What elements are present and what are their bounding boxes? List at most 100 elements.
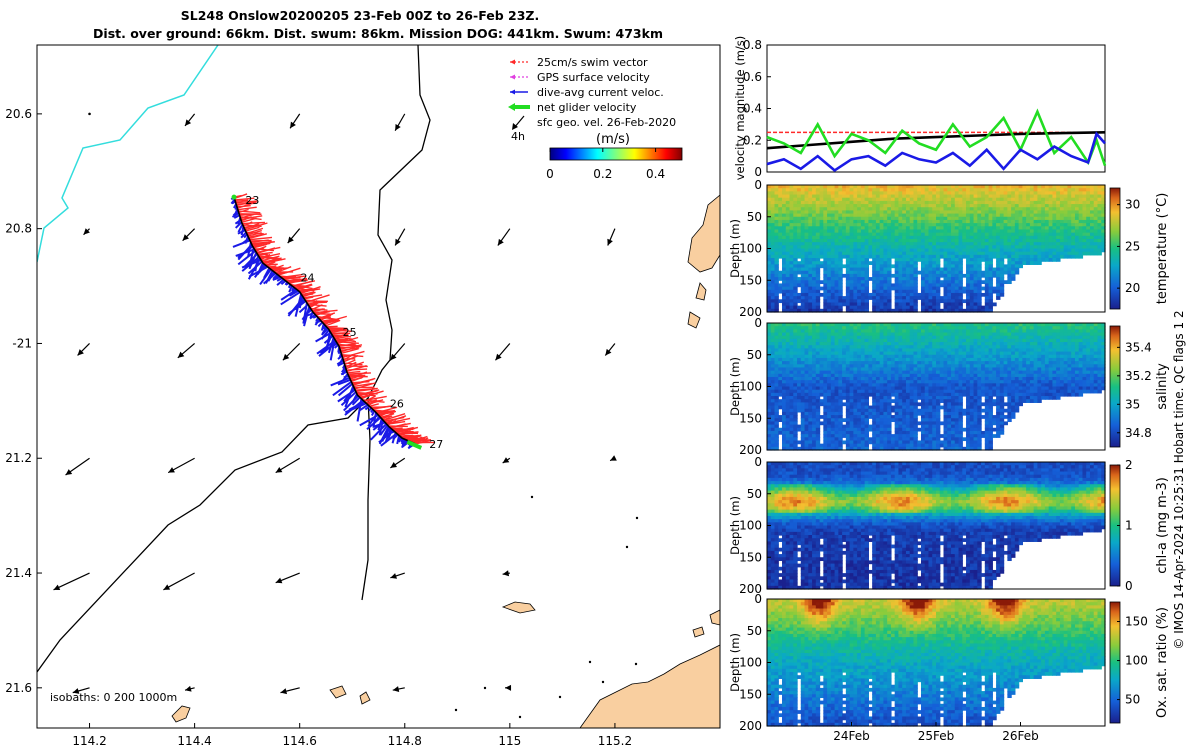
section-cell bbox=[887, 292, 892, 297]
section-cell bbox=[988, 235, 993, 240]
section-cell bbox=[827, 261, 832, 265]
section-cell bbox=[789, 248, 794, 253]
section-cell bbox=[932, 258, 937, 262]
section-cell bbox=[958, 267, 963, 272]
section-cell bbox=[872, 229, 877, 234]
section-cell bbox=[1014, 254, 1020, 259]
section-cell bbox=[951, 302, 956, 307]
section-cell bbox=[913, 207, 918, 211]
section-cell bbox=[947, 213, 952, 218]
section-cell bbox=[834, 213, 839, 218]
section-cell bbox=[1022, 254, 1027, 259]
section-cell bbox=[834, 326, 839, 330]
section-cell bbox=[770, 373, 776, 378]
section-cell bbox=[928, 296, 933, 300]
section-cell bbox=[973, 235, 978, 240]
section-cell bbox=[827, 210, 832, 215]
dive-avg-vector bbox=[247, 260, 263, 275]
section-cell bbox=[770, 188, 776, 192]
section-cell bbox=[973, 251, 978, 256]
section-cell bbox=[823, 292, 828, 297]
section-cell bbox=[812, 418, 817, 423]
section-cell bbox=[883, 216, 888, 221]
section-cell bbox=[782, 446, 787, 451]
swim-vector bbox=[237, 201, 257, 209]
section-cell bbox=[898, 248, 903, 253]
section-cell bbox=[947, 242, 952, 246]
section-cell bbox=[977, 258, 982, 262]
section-cell bbox=[853, 270, 858, 275]
section-cell bbox=[920, 248, 926, 253]
section-cell bbox=[1056, 197, 1061, 202]
section-cell bbox=[932, 226, 937, 231]
section-cell bbox=[808, 408, 813, 413]
swim-vector bbox=[240, 213, 255, 219]
section-cell bbox=[936, 302, 941, 307]
section-cell bbox=[860, 191, 866, 196]
section-cell bbox=[819, 386, 824, 391]
section-cell bbox=[812, 329, 817, 334]
section-cell bbox=[770, 286, 776, 291]
section-cell bbox=[951, 254, 956, 259]
section-cell bbox=[778, 226, 783, 231]
section-cell bbox=[1101, 194, 1106, 199]
section-cell bbox=[767, 332, 772, 337]
section-cell bbox=[819, 348, 824, 353]
section-cell bbox=[984, 264, 990, 269]
section-cell bbox=[830, 242, 836, 246]
section-cell bbox=[928, 200, 933, 205]
section-cell bbox=[924, 226, 930, 231]
section-cell bbox=[827, 235, 832, 240]
section-cell bbox=[977, 296, 982, 300]
section-cell bbox=[954, 210, 960, 215]
section-cell bbox=[872, 292, 877, 297]
section-cell bbox=[793, 440, 798, 445]
section-cell bbox=[917, 213, 922, 218]
section-cell bbox=[827, 308, 832, 313]
section-cell bbox=[883, 342, 888, 346]
section-cell bbox=[966, 254, 971, 259]
geo-velocity-arrow bbox=[53, 572, 90, 591]
section-cell bbox=[999, 188, 1005, 192]
section-cell bbox=[883, 289, 888, 294]
section-cell bbox=[928, 229, 933, 234]
section-cell bbox=[879, 332, 885, 337]
section-cell bbox=[917, 210, 922, 215]
section-cell bbox=[778, 242, 783, 246]
section-cell bbox=[785, 402, 791, 407]
section-cell bbox=[782, 370, 787, 375]
section-cell bbox=[827, 245, 832, 250]
section-cell bbox=[842, 389, 847, 394]
section-cell bbox=[984, 197, 990, 202]
section-cell bbox=[868, 251, 873, 256]
section-cell bbox=[868, 213, 873, 218]
section-cell bbox=[928, 258, 933, 262]
section-cell bbox=[984, 194, 990, 199]
section-cell bbox=[879, 283, 885, 288]
section-cell bbox=[864, 264, 869, 269]
section-cell bbox=[887, 332, 892, 337]
section-cell bbox=[800, 213, 806, 218]
section-cell bbox=[853, 380, 858, 384]
section-cell bbox=[1022, 204, 1027, 208]
section-cell bbox=[838, 443, 843, 448]
section-cell bbox=[845, 446, 851, 451]
section-cell bbox=[804, 238, 809, 243]
section-cell bbox=[875, 194, 881, 199]
section-cell bbox=[789, 305, 794, 310]
section-cell bbox=[823, 342, 828, 346]
section-cell bbox=[947, 245, 952, 250]
section-cell bbox=[1014, 267, 1020, 272]
section-cell bbox=[887, 329, 892, 334]
section-cell bbox=[981, 185, 986, 189]
section-cell bbox=[1007, 270, 1012, 275]
section-cell bbox=[1022, 207, 1027, 211]
section-cell bbox=[872, 332, 877, 337]
section-cell bbox=[823, 399, 828, 403]
section-cell bbox=[1093, 194, 1099, 199]
section-cell bbox=[909, 302, 915, 307]
section-cell bbox=[815, 434, 821, 438]
section-cell bbox=[1018, 235, 1023, 240]
section-cell bbox=[834, 254, 839, 259]
section-cell bbox=[1067, 213, 1072, 218]
